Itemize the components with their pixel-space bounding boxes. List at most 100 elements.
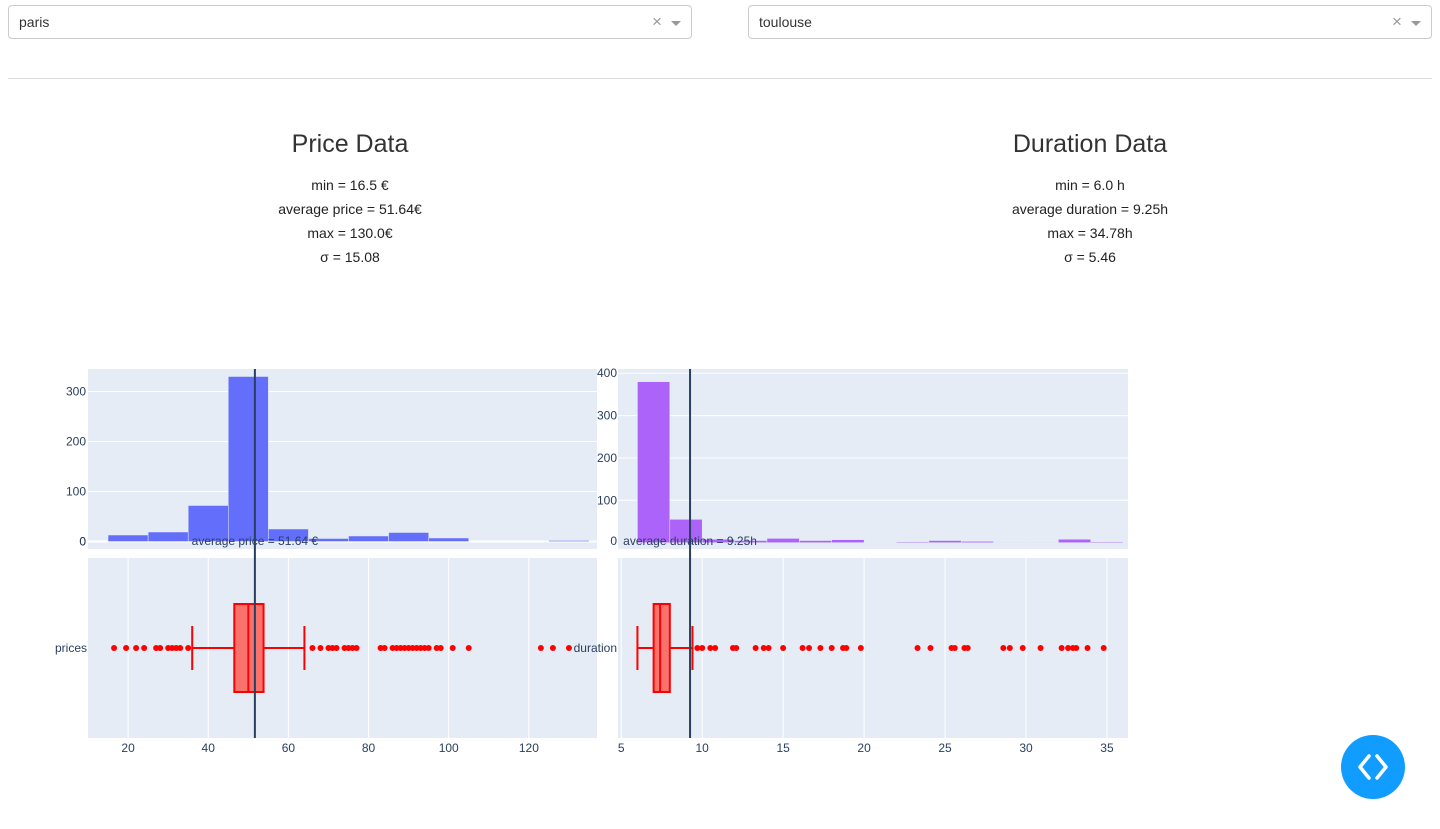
outlier-point bbox=[765, 645, 772, 651]
price-stats-panel: Price Data min = 16.5 € average price = … bbox=[150, 126, 550, 269]
outlier-point bbox=[353, 645, 360, 651]
outlier-point bbox=[565, 645, 572, 651]
outlier-point bbox=[157, 645, 164, 651]
outlier-point bbox=[857, 645, 864, 651]
y-tick-label: 200 bbox=[66, 435, 86, 449]
origin-city-dropdown[interactable]: paris × bbox=[8, 5, 692, 39]
y-tick-label: 300 bbox=[597, 409, 617, 423]
duration-max: max = 34.78h bbox=[1047, 225, 1133, 241]
outlier-point bbox=[951, 645, 958, 651]
outlier-point bbox=[752, 645, 759, 651]
x-tick-label: 40 bbox=[202, 741, 216, 755]
outlier-point bbox=[317, 645, 324, 651]
outlier-point bbox=[760, 645, 767, 651]
histogram-bar bbox=[348, 535, 389, 542]
duration-average: average duration = 9.25h bbox=[1011, 201, 1169, 217]
price-min: min = 16.5 € bbox=[311, 177, 389, 193]
x-tick-label: 5 bbox=[618, 741, 625, 755]
divider bbox=[8, 78, 1432, 79]
outlier-point bbox=[309, 645, 316, 651]
histogram-bar bbox=[268, 528, 309, 542]
outlier-point bbox=[111, 645, 118, 651]
histogram-bar bbox=[428, 537, 469, 542]
histogram-bar bbox=[548, 540, 590, 542]
destination-city-dropdown[interactable]: toulouse × bbox=[748, 5, 1432, 39]
x-tick-label: 100 bbox=[439, 741, 459, 755]
average-annotation: average price = 51.64 € bbox=[192, 534, 319, 548]
histogram-bar bbox=[896, 541, 930, 543]
outlier-point bbox=[799, 645, 806, 651]
y-tick-label: 100 bbox=[66, 485, 86, 499]
outlier-point bbox=[1019, 645, 1026, 651]
duration-data-title: Duration Data bbox=[1012, 130, 1168, 158]
code-icon bbox=[1358, 754, 1388, 780]
outlier-point bbox=[1037, 645, 1044, 651]
histogram-bar bbox=[1058, 539, 1092, 543]
x-tick-label: 80 bbox=[362, 741, 376, 755]
price-max: max = 130.0€ bbox=[307, 225, 393, 241]
outlier-point bbox=[1000, 645, 1007, 651]
outlier-point bbox=[1100, 645, 1107, 651]
y-tick-label: 200 bbox=[597, 451, 617, 465]
x-tick-label: 10 bbox=[696, 741, 710, 755]
histogram-bar bbox=[928, 540, 962, 543]
outlier-point bbox=[537, 645, 544, 651]
outlier-point bbox=[914, 645, 921, 651]
box-iqr bbox=[652, 603, 671, 693]
outlier-point bbox=[733, 645, 740, 651]
chevron-down-icon[interactable] bbox=[671, 21, 681, 26]
origin-city-value: paris bbox=[19, 14, 50, 30]
outlier-point bbox=[828, 645, 835, 651]
x-tick-label: 15 bbox=[776, 741, 790, 755]
histogram-bar bbox=[960, 541, 994, 543]
y-tick-label: 0 bbox=[79, 535, 86, 549]
outlier-point bbox=[437, 645, 444, 651]
price-average: average price = 51.64€ bbox=[278, 201, 422, 217]
histogram-bar bbox=[147, 531, 189, 542]
histogram-bar bbox=[637, 381, 671, 543]
duration-sigma: σ = 5.46 bbox=[1064, 249, 1116, 265]
outlier-point bbox=[1058, 645, 1065, 651]
histogram-bar bbox=[388, 532, 429, 542]
duration-min: min = 6.0 h bbox=[1055, 177, 1125, 193]
destination-city-value: toulouse bbox=[759, 14, 812, 30]
histogram-bar bbox=[107, 534, 149, 542]
x-tick-label: 20 bbox=[857, 741, 871, 755]
x-tick-label: 25 bbox=[938, 741, 952, 755]
x-tick-label: 60 bbox=[282, 741, 296, 755]
outlier-point bbox=[694, 645, 701, 651]
outlier-point bbox=[707, 645, 714, 651]
average-annotation: average duration = 9.25h bbox=[623, 534, 757, 548]
clear-icon[interactable]: × bbox=[652, 12, 662, 31]
outlier-point bbox=[449, 645, 456, 651]
box-category-label: duration bbox=[574, 641, 617, 655]
x-tick-label: 35 bbox=[1100, 741, 1114, 755]
histogram-bar bbox=[799, 540, 832, 543]
outlier-point bbox=[133, 645, 140, 651]
histogram-bar bbox=[831, 539, 865, 543]
outlier-point bbox=[185, 645, 192, 651]
histogram-bar bbox=[1090, 541, 1124, 543]
duration-histogram-plot-area bbox=[618, 369, 1128, 549]
outlier-point bbox=[123, 645, 130, 651]
histogram-bar bbox=[228, 376, 269, 542]
y-tick-label: 400 bbox=[597, 366, 617, 380]
outlier-point bbox=[699, 645, 706, 651]
price-data-title: Price Data bbox=[291, 130, 409, 158]
outlier-point bbox=[964, 645, 971, 651]
outlier-point bbox=[333, 645, 340, 651]
duration-stats-panel: Duration Data min = 6.0 h average durati… bbox=[890, 126, 1290, 269]
outlier-point bbox=[1084, 645, 1091, 651]
price-sigma: σ = 15.08 bbox=[320, 249, 380, 265]
charts-figure[interactable]: 0 100 200 300 0 20 40 60 80 100 120 prices average p… bbox=[0, 360, 1440, 760]
outlier-point bbox=[425, 645, 432, 651]
outlier-point bbox=[1006, 645, 1013, 651]
clear-icon[interactable]: × bbox=[1392, 12, 1402, 31]
outlier-point bbox=[817, 645, 824, 651]
chevron-down-icon[interactable] bbox=[1411, 21, 1421, 26]
outlier-point bbox=[843, 645, 850, 651]
code-toggle-button[interactable] bbox=[1341, 735, 1405, 799]
outlier-point bbox=[1073, 645, 1080, 651]
histogram-bar bbox=[766, 538, 800, 543]
outlier-point bbox=[381, 645, 388, 651]
